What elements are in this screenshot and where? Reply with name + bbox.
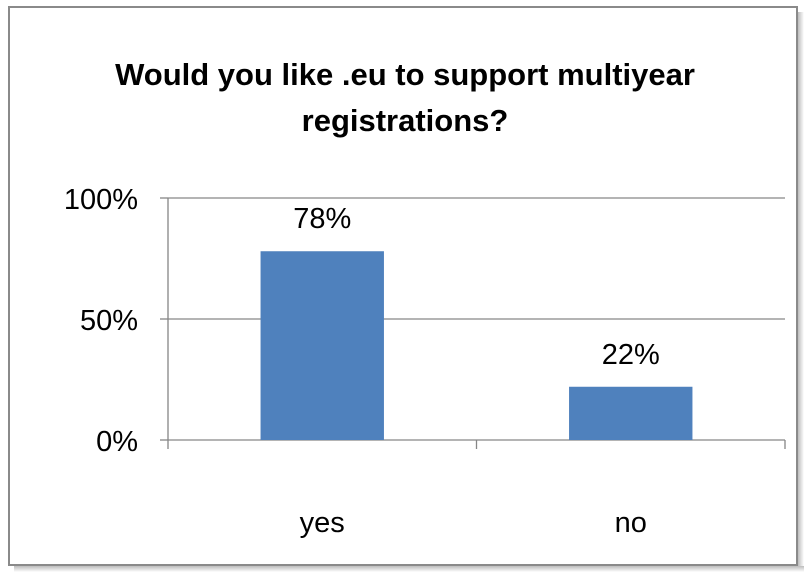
- y-tick-label: 100%: [64, 184, 138, 216]
- y-tick-label: 50%: [80, 305, 138, 337]
- y-tick-label: 0%: [96, 426, 138, 458]
- bar-no: [569, 386, 693, 440]
- x-tick-label: no: [615, 507, 647, 539]
- frame-shadow-right: [798, 12, 804, 572]
- data-label: 78%: [293, 203, 351, 235]
- frame-shadow-bottom: [14, 566, 804, 572]
- chart-frame: [8, 6, 798, 566]
- chart-title: Would you like .eu to support multiyear …: [115, 57, 695, 138]
- bar-yes: [260, 251, 384, 440]
- x-tick-label: yes: [300, 507, 345, 539]
- data-label: 22%: [602, 339, 660, 371]
